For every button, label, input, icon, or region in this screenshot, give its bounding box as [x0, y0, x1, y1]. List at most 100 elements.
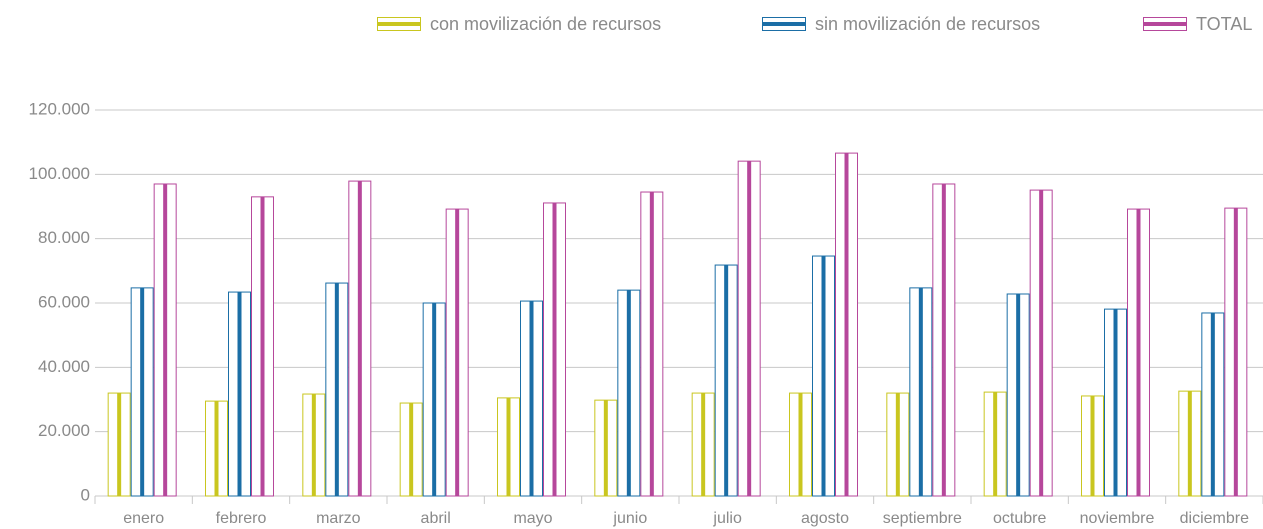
bar	[399, 402, 423, 497]
bar-stripe	[603, 400, 608, 496]
bar-stripe	[941, 183, 946, 496]
bar	[228, 291, 251, 497]
bar	[1081, 395, 1104, 497]
legend-swatch-stripe	[377, 22, 421, 26]
bar	[1029, 189, 1053, 497]
bar	[153, 183, 177, 497]
y-tick-label: 20.000	[38, 421, 90, 440]
x-tick-label: marzo	[316, 510, 361, 527]
bar-stripe	[1090, 395, 1095, 496]
bar	[714, 264, 738, 497]
legend-item: sin movilización de recursos	[762, 14, 1040, 34]
bar	[302, 393, 326, 497]
x-tick-label: noviembre	[1080, 510, 1155, 527]
bar-stripe	[747, 161, 752, 496]
x-tick-label: junio	[612, 510, 647, 527]
x-tick-label: julio	[712, 510, 742, 527]
bar-stripe	[724, 265, 729, 496]
bar-stripe	[409, 403, 414, 496]
bar-stripe	[552, 202, 557, 496]
bar-stripe	[260, 196, 265, 496]
y-tick-label: 120.000	[29, 99, 90, 118]
legend-item: con movilización de recursos	[377, 14, 661, 34]
bar	[1201, 312, 1225, 497]
legend-swatch-stripe	[1143, 22, 1187, 26]
bar	[812, 255, 835, 497]
bar-stripe	[1233, 208, 1238, 496]
legend-item: TOTAL	[1143, 14, 1252, 34]
bar-stripe	[214, 401, 219, 496]
x-tick-label: febrero	[216, 510, 267, 527]
bar-stripe	[626, 290, 631, 496]
bar-stripe	[357, 181, 362, 497]
bar-stripe	[117, 393, 122, 496]
legend-label: sin movilización de recursos	[815, 14, 1040, 34]
x-tick-label: abril	[421, 510, 451, 527]
y-tick-label: 40.000	[38, 357, 90, 376]
bar-stripe	[1113, 309, 1118, 496]
bar	[594, 399, 618, 497]
bar-stripe	[993, 392, 998, 496]
legend-swatch-stripe	[762, 22, 806, 26]
bar	[886, 392, 910, 497]
bar	[1178, 390, 1202, 497]
bar	[789, 392, 812, 497]
bar	[445, 208, 469, 497]
bar-stripe	[506, 397, 511, 496]
bar	[1127, 208, 1150, 497]
bar	[497, 397, 520, 497]
bar-stripe	[529, 301, 534, 496]
bar	[205, 400, 228, 497]
bar-stripe	[140, 287, 145, 496]
legend-label: con movilización de recursos	[430, 14, 661, 34]
bar	[691, 392, 715, 497]
bar-stripe	[1039, 190, 1044, 496]
bar	[909, 287, 933, 497]
y-tick-label: 100.000	[29, 164, 90, 183]
bar-stripe	[844, 153, 849, 496]
bar	[543, 202, 566, 497]
bar	[835, 152, 858, 497]
x-tick-label: septiembre	[883, 510, 962, 527]
bar	[107, 392, 131, 497]
bar-stripe	[918, 287, 923, 496]
bar	[251, 196, 274, 497]
bar-stripe	[798, 393, 803, 496]
bar	[640, 191, 664, 497]
bar	[1224, 207, 1248, 497]
bar	[348, 180, 372, 497]
bar	[737, 160, 761, 497]
bar-stripe	[237, 292, 242, 496]
bar-stripe	[649, 192, 654, 496]
bar-stripe	[334, 283, 339, 496]
bar	[1104, 308, 1127, 497]
y-tick-label: 60.000	[38, 292, 90, 311]
x-tick-label: octubre	[993, 510, 1046, 527]
bar	[1006, 293, 1030, 497]
bar-stripe	[455, 209, 460, 496]
bar	[422, 302, 446, 497]
bar-stripe	[701, 393, 706, 496]
bar-stripe	[163, 183, 168, 496]
y-tick-label: 0	[81, 485, 90, 504]
legend-label: TOTAL	[1196, 14, 1252, 34]
bar	[520, 300, 543, 497]
bar	[983, 391, 1007, 497]
bar-stripe	[895, 393, 900, 496]
bar-stripe	[1210, 312, 1215, 496]
bar	[932, 183, 956, 497]
bar-stripe	[432, 303, 437, 496]
x-tick-label: enero	[123, 510, 164, 527]
bar-stripe	[1187, 391, 1192, 496]
bar-stripe	[1136, 209, 1141, 496]
x-tick-label: mayo	[513, 510, 552, 527]
bar-stripe	[311, 394, 316, 496]
bar	[130, 287, 154, 497]
bar	[325, 282, 349, 497]
x-tick-label: agosto	[801, 510, 849, 527]
x-tick-label: diciembre	[1180, 510, 1249, 527]
y-tick-label: 80.000	[38, 228, 90, 247]
bar-stripe	[821, 256, 826, 496]
bar-stripe	[1016, 293, 1021, 496]
